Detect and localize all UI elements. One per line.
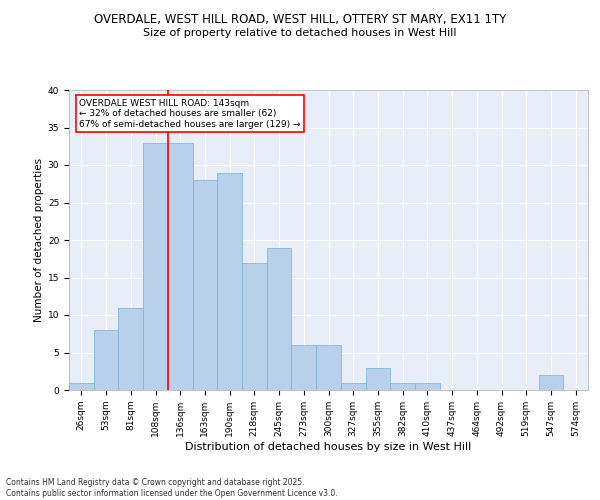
Bar <box>415 382 440 390</box>
Bar <box>193 180 217 390</box>
X-axis label: Distribution of detached houses by size in West Hill: Distribution of detached houses by size … <box>185 442 472 452</box>
Bar <box>217 172 242 390</box>
Text: Size of property relative to detached houses in West Hill: Size of property relative to detached ho… <box>143 28 457 38</box>
Text: Contains HM Land Registry data © Crown copyright and database right 2025.
Contai: Contains HM Land Registry data © Crown c… <box>6 478 338 498</box>
Bar <box>118 308 143 390</box>
Bar <box>168 142 193 390</box>
Bar <box>365 368 390 390</box>
Bar <box>94 330 118 390</box>
Bar <box>267 248 292 390</box>
Y-axis label: Number of detached properties: Number of detached properties <box>34 158 44 322</box>
Bar <box>143 142 168 390</box>
Bar <box>390 382 415 390</box>
Text: OVERDALE WEST HILL ROAD: 143sqm
← 32% of detached houses are smaller (62)
67% of: OVERDALE WEST HILL ROAD: 143sqm ← 32% of… <box>79 99 301 129</box>
Bar <box>242 262 267 390</box>
Bar <box>69 382 94 390</box>
Text: OVERDALE, WEST HILL ROAD, WEST HILL, OTTERY ST MARY, EX11 1TY: OVERDALE, WEST HILL ROAD, WEST HILL, OTT… <box>94 12 506 26</box>
Bar <box>341 382 365 390</box>
Bar <box>292 345 316 390</box>
Bar <box>316 345 341 390</box>
Bar <box>539 375 563 390</box>
